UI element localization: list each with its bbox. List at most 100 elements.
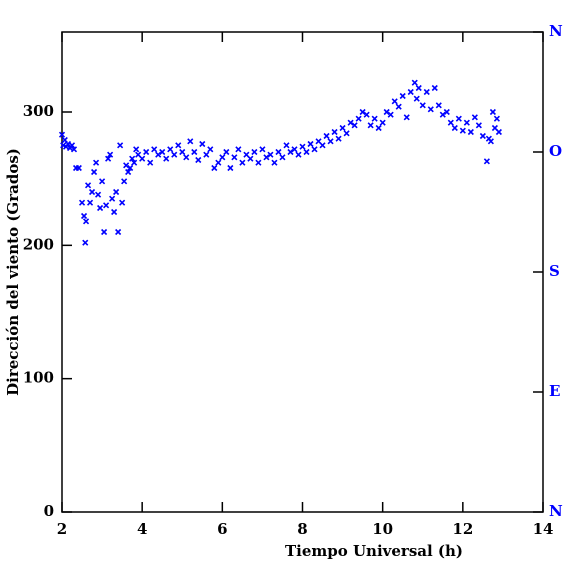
- point: [191, 148, 198, 156]
- point: [147, 159, 154, 166]
- point: [367, 122, 374, 129]
- point: [447, 119, 454, 126]
- point: [303, 148, 310, 156]
- point: [279, 154, 286, 161]
- point: [86, 199, 94, 206]
- point: [101, 228, 108, 236]
- point: [127, 164, 134, 172]
- point: [467, 128, 474, 136]
- point: [111, 208, 118, 216]
- point: [463, 119, 470, 126]
- point: [115, 228, 122, 236]
- point: [107, 151, 114, 158]
- point: [121, 178, 128, 185]
- point: [291, 146, 298, 153]
- plot-frame: [61, 31, 544, 513]
- point: [93, 159, 100, 166]
- point: [231, 154, 238, 161]
- point: [129, 155, 136, 162]
- y2-tick-label: N: [549, 502, 563, 520]
- point: [167, 146, 174, 153]
- point: [219, 154, 226, 161]
- point: [159, 148, 166, 156]
- point: [255, 159, 262, 166]
- point: [489, 108, 496, 116]
- point: [495, 128, 502, 136]
- point: [471, 114, 478, 121]
- y-axis-label: Dirección del viento (Grados): [4, 148, 22, 396]
- point: [95, 191, 102, 198]
- point: [88, 188, 96, 196]
- y2-tick-label: N: [549, 22, 563, 40]
- point: [343, 130, 350, 137]
- point: [175, 142, 182, 149]
- point: [99, 178, 106, 185]
- point: [113, 188, 120, 196]
- point: [151, 146, 158, 153]
- point: [82, 218, 90, 225]
- point: [487, 138, 494, 145]
- point: [431, 84, 438, 92]
- point: [443, 108, 450, 116]
- point: [419, 102, 426, 109]
- point: [311, 146, 318, 153]
- point: [411, 79, 418, 86]
- point: [391, 98, 398, 105]
- point: [355, 115, 362, 122]
- point: [203, 151, 210, 158]
- x-tick-label: 4: [137, 520, 147, 538]
- point: [259, 146, 266, 153]
- point: [70, 146, 78, 153]
- point: [327, 138, 334, 145]
- point: [251, 148, 258, 156]
- point: [119, 199, 126, 206]
- y2-tick-label: O: [549, 142, 562, 160]
- point: [235, 146, 242, 153]
- point: [125, 168, 132, 176]
- point: [103, 202, 110, 209]
- point: [371, 115, 378, 122]
- point: [97, 204, 104, 212]
- point: [435, 102, 442, 109]
- x-tick-label: 12: [452, 520, 473, 538]
- point: [211, 164, 218, 172]
- y-tick-label: 200: [23, 235, 54, 253]
- point: [183, 154, 190, 161]
- point: [275, 148, 282, 156]
- point: [199, 140, 206, 148]
- x-tick-label: 8: [297, 520, 307, 538]
- point: [227, 164, 234, 172]
- y-tick-label: 0: [44, 502, 54, 520]
- point: [133, 146, 140, 153]
- point: [379, 119, 386, 126]
- x-tick-label: 10: [372, 520, 393, 538]
- point: [75, 164, 82, 172]
- point: [239, 159, 246, 166]
- y-tick-label: 300: [23, 102, 54, 120]
- y2-tick-label: E: [549, 382, 560, 400]
- point: [84, 182, 92, 189]
- point: [223, 148, 230, 156]
- point: [475, 122, 482, 129]
- point: [413, 95, 420, 102]
- point: [427, 106, 434, 113]
- point: [215, 159, 222, 166]
- point: [299, 143, 306, 150]
- point: [319, 142, 326, 149]
- point: [109, 195, 116, 202]
- point: [347, 119, 354, 126]
- point: [195, 156, 202, 164]
- point: [117, 142, 124, 149]
- point: [423, 88, 430, 96]
- point: [375, 124, 382, 132]
- point: [287, 148, 294, 156]
- point: [455, 115, 462, 122]
- point: [91, 168, 98, 176]
- point: [439, 111, 446, 118]
- point: [339, 124, 346, 132]
- point: [451, 124, 458, 132]
- point: [387, 111, 394, 118]
- x-axis-label: Tiempo Universal (h): [285, 542, 463, 560]
- point: [207, 146, 214, 153]
